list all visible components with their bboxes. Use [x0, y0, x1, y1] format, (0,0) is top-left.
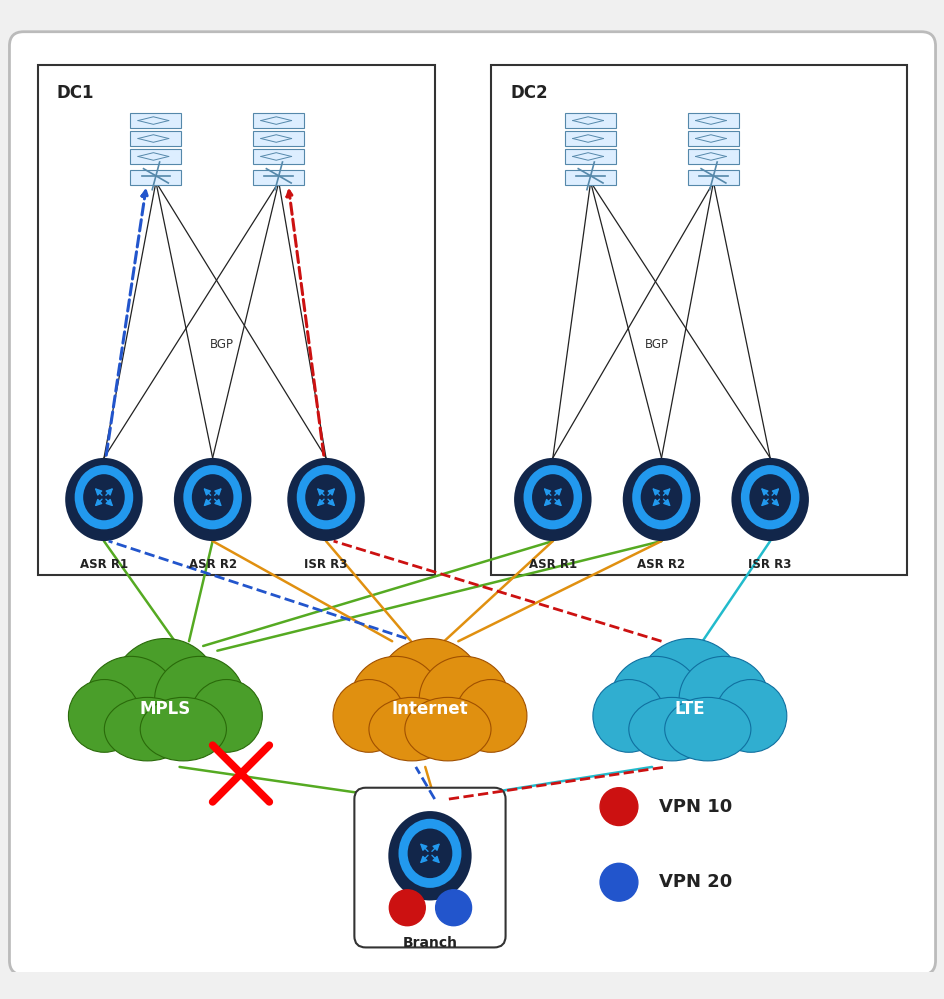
FancyBboxPatch shape [253, 149, 304, 164]
FancyBboxPatch shape [130, 149, 181, 164]
Ellipse shape [407, 828, 452, 878]
Ellipse shape [140, 697, 227, 761]
Ellipse shape [183, 466, 242, 529]
Text: VPN 20: VPN 20 [658, 873, 732, 891]
Ellipse shape [296, 466, 355, 529]
Ellipse shape [531, 475, 573, 520]
Ellipse shape [75, 466, 133, 529]
Ellipse shape [287, 458, 364, 541]
Text: LTE: LTE [674, 700, 704, 718]
FancyBboxPatch shape [687, 131, 738, 146]
FancyBboxPatch shape [253, 131, 304, 146]
Ellipse shape [332, 679, 404, 752]
FancyBboxPatch shape [253, 113, 304, 128]
FancyBboxPatch shape [565, 131, 615, 146]
Ellipse shape [350, 656, 440, 742]
Text: DC2: DC2 [510, 84, 548, 102]
FancyBboxPatch shape [130, 113, 181, 128]
Text: BGP: BGP [644, 339, 667, 352]
Ellipse shape [635, 638, 743, 747]
FancyBboxPatch shape [354, 788, 505, 947]
FancyBboxPatch shape [565, 170, 615, 185]
Ellipse shape [628, 697, 715, 761]
Ellipse shape [715, 679, 786, 752]
FancyBboxPatch shape [38, 65, 434, 575]
Ellipse shape [731, 458, 808, 541]
FancyBboxPatch shape [565, 113, 615, 128]
Ellipse shape [174, 458, 251, 541]
Ellipse shape [83, 475, 125, 520]
Text: ASR R1: ASR R1 [80, 558, 127, 571]
FancyBboxPatch shape [9, 32, 935, 975]
Text: Branch: Branch [402, 936, 457, 950]
Ellipse shape [514, 458, 591, 541]
Ellipse shape [368, 697, 455, 761]
Ellipse shape [155, 656, 244, 742]
Text: ISR R3: ISR R3 [748, 558, 791, 571]
Circle shape [599, 788, 637, 825]
FancyBboxPatch shape [130, 170, 181, 185]
Ellipse shape [192, 475, 233, 520]
Ellipse shape [640, 475, 682, 520]
Ellipse shape [104, 697, 191, 761]
Ellipse shape [376, 638, 483, 747]
Text: DC1: DC1 [57, 84, 94, 102]
FancyBboxPatch shape [687, 149, 738, 164]
Ellipse shape [523, 466, 582, 529]
Ellipse shape [749, 475, 790, 520]
Text: MPLS: MPLS [140, 700, 191, 718]
Ellipse shape [388, 811, 471, 900]
Text: ASR R2: ASR R2 [189, 558, 236, 571]
Ellipse shape [632, 466, 690, 529]
Ellipse shape [404, 697, 491, 761]
Text: ASR R1: ASR R1 [529, 558, 576, 571]
FancyBboxPatch shape [687, 170, 738, 185]
Ellipse shape [592, 679, 664, 752]
FancyBboxPatch shape [687, 113, 738, 128]
FancyBboxPatch shape [491, 65, 906, 575]
Ellipse shape [111, 638, 219, 747]
Ellipse shape [65, 458, 143, 541]
Text: VPN 10: VPN 10 [658, 797, 732, 815]
Circle shape [435, 890, 471, 926]
Text: BGP: BGP [210, 339, 233, 352]
Ellipse shape [68, 679, 140, 752]
Text: ISR R3: ISR R3 [304, 558, 347, 571]
Circle shape [599, 863, 637, 901]
Ellipse shape [455, 679, 527, 752]
Ellipse shape [398, 819, 461, 888]
Ellipse shape [622, 458, 700, 541]
Circle shape [389, 890, 425, 926]
FancyBboxPatch shape [565, 149, 615, 164]
Ellipse shape [740, 466, 799, 529]
Ellipse shape [191, 679, 262, 752]
Ellipse shape [305, 475, 346, 520]
Text: ASR R2: ASR R2 [637, 558, 684, 571]
Ellipse shape [86, 656, 176, 742]
FancyBboxPatch shape [130, 131, 181, 146]
Text: Internet: Internet [391, 700, 468, 718]
Ellipse shape [610, 656, 700, 742]
Ellipse shape [679, 656, 768, 742]
Ellipse shape [419, 656, 509, 742]
Ellipse shape [664, 697, 750, 761]
FancyBboxPatch shape [253, 170, 304, 185]
